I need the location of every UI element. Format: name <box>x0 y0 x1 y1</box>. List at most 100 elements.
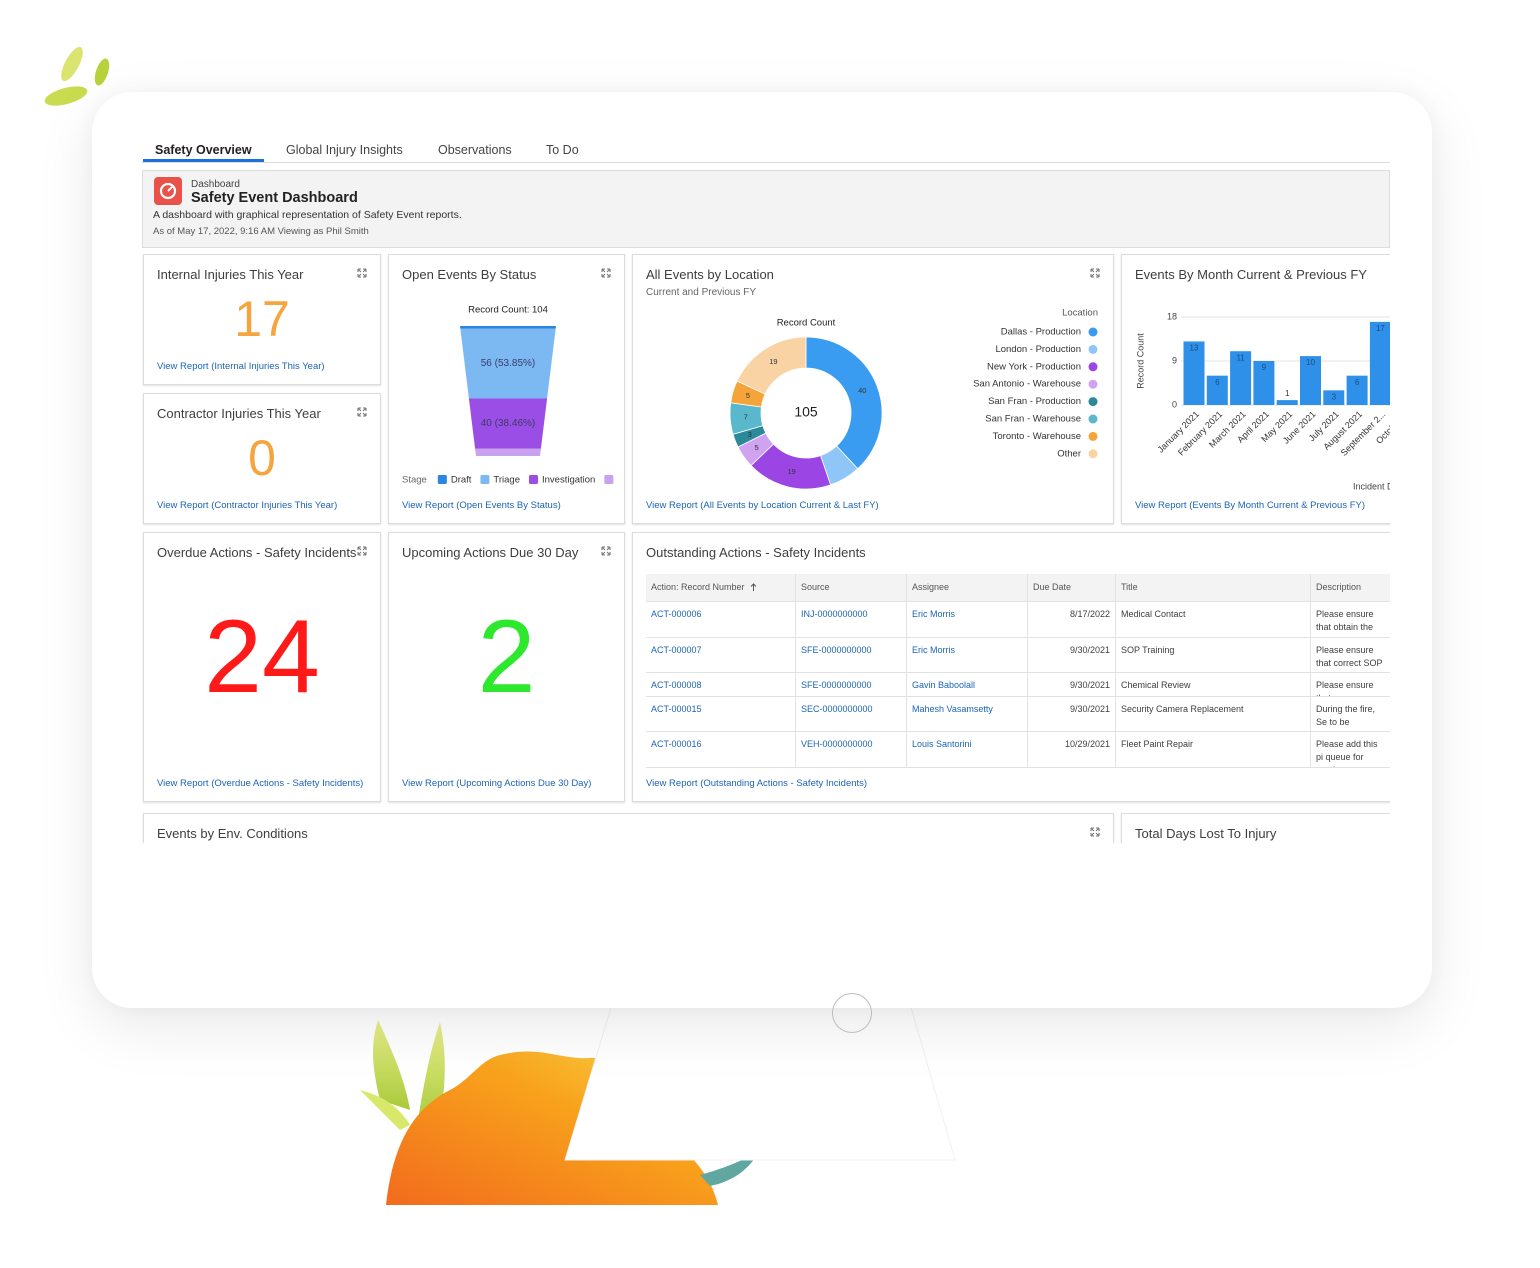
legend-label: Investigation <box>542 475 595 486</box>
monitor-stand <box>564 1003 956 1161</box>
slice-label: 5 <box>746 391 750 400</box>
expand-glyph <box>601 268 611 278</box>
expand-icon[interactable] <box>357 407 367 417</box>
report-link[interactable]: View Report (Contractor Injuries This Ye… <box>157 500 338 511</box>
screen: Safety Overview Global Injury Insights O… <box>142 135 1390 843</box>
leaf <box>94 58 110 86</box>
tab[interactable]: Safety Overview <box>155 143 252 157</box>
tab[interactable]: Observations <box>438 143 512 157</box>
table-cell[interactable]: Louis Santorini <box>907 732 1028 767</box>
bar <box>1230 351 1252 405</box>
report-link[interactable]: View Report (Overdue Actions - Safety In… <box>157 778 364 789</box>
table-cell: 9/30/2021 <box>1028 673 1116 696</box>
column-header[interactable]: Description <box>1311 574 1390 601</box>
report-link[interactable]: View Report (Open Events By Status) <box>402 500 561 511</box>
column-header[interactable]: Assignee <box>907 574 1028 601</box>
y-tick-label: 0 <box>1172 399 1177 409</box>
expand-icon[interactable] <box>1090 268 1100 278</box>
bar <box>1276 400 1298 405</box>
table-cell[interactable]: INJ-0000000000 <box>796 602 907 637</box>
y-tick-label: 18 <box>1167 311 1177 321</box>
legend-swatch <box>1088 414 1098 424</box>
card-title: Events by Env. Conditions <box>157 826 308 841</box>
bar-value: 6 <box>1355 378 1360 387</box>
chart-card: Total Days Lost To Injury <box>1121 813 1390 843</box>
legend-swatch <box>1088 379 1098 389</box>
table-cell[interactable]: SFE-0000000000 <box>796 638 907 672</box>
funnel-chart: Record Count: 104 56 (53.85%) 40 (38.46%) S… <box>402 305 614 486</box>
tab-indicator <box>143 159 264 162</box>
legend-label: Dallas - Production <box>1001 327 1081 338</box>
expand-glyph <box>357 546 367 556</box>
column-header[interactable]: Due Date <box>1028 574 1116 601</box>
donut-chart: Record Count4019537519105LocationDallas … <box>729 308 1098 490</box>
legend-swatch <box>1088 431 1098 441</box>
table-cell[interactable]: ACT-000015 <box>646 697 796 731</box>
report-link[interactable]: View Report (All Events by Location Curr… <box>646 500 879 511</box>
column-header[interactable]: Source <box>796 574 907 601</box>
column-header-text: Title <box>1121 582 1138 592</box>
legend-label: San Antonio - Warehouse <box>973 379 1081 390</box>
table-cell[interactable]: Eric Morris <box>907 602 1028 637</box>
expand-icon[interactable] <box>357 546 367 556</box>
header-kicker: Dashboard <box>191 179 240 190</box>
slice-label: 5 <box>754 443 758 452</box>
legend-swatch <box>529 475 538 484</box>
legend-swatch <box>1088 362 1098 372</box>
table-cell[interactable]: Gavin Baboolall <box>907 673 1028 696</box>
table-cell: Security Camera Replacement <box>1116 697 1311 731</box>
slice-label: 19 <box>769 357 777 366</box>
table-cell[interactable]: ACT-000016 <box>646 732 796 767</box>
legend-swatch <box>1088 327 1098 337</box>
table-cell[interactable]: ACT-000007 <box>646 638 796 672</box>
chart-card: Record Count 40 19 5 3 7 5 19 105 Location Dallas … <box>632 254 1114 524</box>
expand-icon[interactable] <box>1090 827 1100 837</box>
bar <box>1183 341 1205 405</box>
bar <box>1346 375 1368 405</box>
expand-icon[interactable] <box>601 268 611 278</box>
legend-swatch <box>1088 449 1098 459</box>
tab[interactable]: Global Injury Insights <box>286 143 403 157</box>
slice-label: 19 <box>787 467 795 476</box>
expand-icon[interactable] <box>601 546 611 556</box>
expand-icon[interactable] <box>357 268 367 278</box>
report-link[interactable]: View Report (Events By Month Current & P… <box>1135 500 1366 511</box>
card-title: Events By Month Current & Previous FY <box>1135 267 1367 282</box>
bar <box>1300 356 1321 405</box>
table-cell[interactable]: Eric Morris <box>907 638 1028 672</box>
bar-value: 13 <box>1190 344 1199 353</box>
report-link[interactable]: View Report (Outstanding Actions - Safet… <box>646 778 868 789</box>
legend-label: Other <box>1057 448 1081 459</box>
table-cell: Please ensure that <box>1311 673 1390 696</box>
legend-label: Toronto - Warehouse <box>993 431 1081 442</box>
donut-slice <box>805 336 883 470</box>
report-link[interactable]: View Report (Internal Injuries This Year… <box>157 361 325 372</box>
table-cell[interactable]: SEC-0000000000 <box>796 697 907 731</box>
header-title: Safety Event Dashboard <box>191 190 358 206</box>
table-cell: 9/30/2021 <box>1028 638 1116 672</box>
bar-value: 1 <box>1285 389 1290 398</box>
legend-swatch <box>437 475 447 484</box>
table-cell[interactable]: ACT-000006 <box>646 602 796 637</box>
card-title: Upcoming Actions Due 30 Day <box>402 545 579 560</box>
table-cell[interactable]: VEH-0000000000 <box>796 732 907 767</box>
funnel-segment <box>460 326 556 329</box>
table-cell: Medical Contact <box>1116 602 1311 637</box>
table-row: ACT-000006 INJ-0000000000 Eric Morris 8/17/… <box>646 602 1390 638</box>
table-cell[interactable]: Mahesh Vasamsetty <box>907 697 1028 731</box>
column-header[interactable]: Title <box>1116 574 1311 601</box>
bar <box>1253 361 1275 405</box>
legend-label: Draft <box>451 475 472 486</box>
home-button <box>832 993 872 1033</box>
column-header[interactable]: Action: Record Number <box>646 574 796 601</box>
table-cell[interactable]: SFE-0000000000 <box>796 673 907 696</box>
leaf <box>373 1020 410 1110</box>
slice-label: 7 <box>744 413 748 422</box>
metric-value: 0 <box>248 430 276 486</box>
tab[interactable]: To Do <box>546 143 579 157</box>
report-link[interactable]: View Report (Upcoming Actions Due 30 Day… <box>402 778 592 789</box>
card-title: All Events by Location <box>646 267 774 282</box>
table-cell[interactable]: ACT-000008 <box>646 673 796 696</box>
